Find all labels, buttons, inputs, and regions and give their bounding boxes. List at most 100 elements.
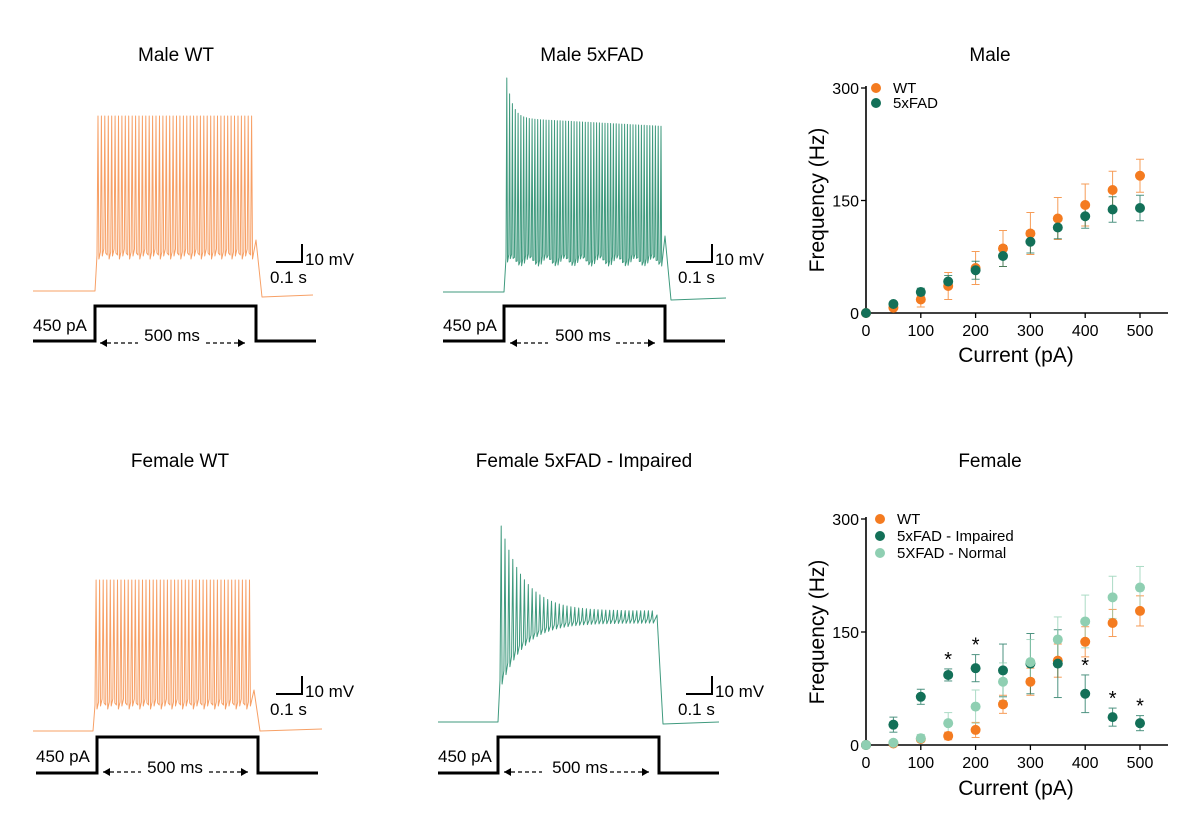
legend-label: 5xFAD - Impaired [897, 528, 1014, 545]
duration-arrow [100, 339, 245, 347]
data-point-wt [1135, 170, 1145, 181]
scale-bar-lines [686, 676, 713, 695]
data-point-wt [1080, 636, 1091, 647]
voltage-trace-line [438, 525, 720, 725]
panel-title: Female 5xFAD - Impaired [476, 451, 692, 472]
significance-asterisk: * [1109, 688, 1117, 710]
x-tick-label: 100 [907, 755, 934, 772]
x-tick-label: 200 [962, 755, 989, 772]
current-step-protocol [438, 735, 719, 775]
y-tick-label: 300 [832, 81, 859, 98]
legend-marker [875, 531, 885, 541]
scale-bar: 10 mV 0.1 s [270, 676, 355, 719]
scale-bar: 10 mV 0.1 s [270, 244, 355, 287]
scale-bar-mv-label: 10 mV [715, 250, 765, 269]
panel-title: Male 5xFAD [540, 45, 643, 66]
data-point-5xfad [915, 287, 926, 297]
data-points [861, 170, 1145, 318]
current-step-label: 450 pA [36, 747, 91, 766]
x-tick-label: 300 [1017, 323, 1044, 340]
data-point-5xfad-normal [998, 676, 1008, 687]
legend-marker [875, 548, 885, 558]
data-point-5xfad-impaired [1052, 658, 1063, 669]
scale-bar: 10 mV 0.1 s [678, 676, 765, 719]
data-point-5xfad [861, 308, 871, 318]
data-point-5xfad-normal [861, 740, 871, 750]
scale-bar-s-label: 0.1 s [678, 700, 715, 719]
x-tick-label: 300 [1017, 755, 1044, 772]
x-tick-label: 400 [1072, 755, 1099, 772]
y-axis-label: Frequency (Hz) [806, 560, 829, 705]
data-point-5xfad-impaired [970, 663, 981, 674]
duration-arrow [504, 768, 649, 776]
voltage-trace [443, 77, 727, 301]
data-point-5xfad-impaired [1135, 718, 1145, 729]
scale-bar: 10 mV 0.1 s [678, 244, 765, 287]
data-point-wt [998, 243, 1008, 254]
legend-label: WT [893, 80, 916, 97]
significance-asterisk: * [972, 635, 980, 657]
data-points [861, 582, 1145, 750]
voltage-trace-line [33, 115, 314, 298]
x-tick-label: 0 [862, 755, 871, 772]
x-tick-label: 500 [1127, 323, 1154, 340]
data-point-5xfad [998, 251, 1008, 261]
y-tick-label: 0 [850, 306, 859, 323]
fi-chart-male: Male Frequency (Hz) Current (pA) 0 100 200… [806, 45, 1168, 367]
data-point-5xfad-normal [943, 718, 954, 729]
duration-label: 500 ms [555, 326, 611, 345]
voltage-trace-line [33, 579, 323, 732]
current-step-label: 450 pA [438, 747, 493, 766]
x-tick-label: 200 [962, 323, 989, 340]
current-step-protocol [443, 304, 725, 343]
legend-label: WT [897, 511, 920, 528]
error-bars [889, 565, 1144, 746]
data-point-5xfad-impaired [1080, 688, 1091, 699]
significance-asterisk: * [944, 649, 952, 671]
data-point-5xfad [1107, 204, 1118, 215]
scale-bar-s-label: 0.1 s [270, 268, 307, 287]
scale-bar-mv-label: 10 mV [715, 682, 765, 701]
data-point-wt [1107, 185, 1118, 195]
data-point-wt [1080, 200, 1091, 210]
scale-bar-mv-label: 10 mV [305, 682, 355, 701]
data-point-wt [998, 699, 1008, 710]
data-point-5xfad-impaired [1107, 712, 1118, 723]
panel-title: Male WT [138, 45, 214, 66]
scale-bar-lines [686, 244, 713, 263]
data-point-wt [1135, 605, 1145, 616]
data-point-5xfad [1135, 203, 1145, 213]
data-point-5xfad [1025, 236, 1036, 247]
duration-label: 500 ms [147, 758, 203, 777]
voltage-trace [438, 525, 720, 725]
x-axis-label: Current (pA) [958, 344, 1074, 367]
x-tick-label: 400 [1072, 323, 1099, 340]
chart-title: Male [969, 45, 1010, 66]
current-step-protocol [36, 735, 318, 775]
scale-bar-mv-label: 10 mV [305, 250, 355, 269]
scale-bar-s-label: 0.1 s [270, 700, 307, 719]
legend-label: 5XFAD - Normal [897, 545, 1006, 562]
data-point-5xfad-normal [1135, 582, 1145, 593]
voltage-trace-line [443, 77, 727, 301]
significance-marks: * * * * * [944, 635, 1144, 718]
legend-marker [871, 98, 881, 108]
data-point-5xfad-impaired [888, 719, 899, 730]
trace-panel-female-5xfad-impaired: Female 5xFAD - Impaired 10 mV 0.1 s 450 … [438, 451, 765, 777]
x-tick-label: 500 [1127, 755, 1154, 772]
data-point-5xfad [1080, 211, 1091, 222]
trace-panel-male-5xfad: Male 5xFAD 10 mV 0.1 s 450 pA 500 ms [443, 45, 765, 347]
significance-asterisk: * [1136, 696, 1144, 718]
legend-marker [875, 514, 885, 524]
y-tick-label: 150 [832, 194, 859, 211]
scale-bar-lines [276, 244, 303, 263]
x-tick-label: 100 [907, 323, 934, 340]
data-point-5xfad-impaired [943, 669, 954, 680]
fi-chart-female: Female Frequency (Hz) Current (pA) 0 100 2… [806, 451, 1168, 800]
x-tick-label: 0 [862, 323, 871, 340]
data-point-5xfad [943, 276, 954, 287]
data-point-wt [915, 294, 926, 305]
data-point-5xfad [888, 299, 899, 309]
data-point-5xfad-normal [1052, 634, 1063, 645]
